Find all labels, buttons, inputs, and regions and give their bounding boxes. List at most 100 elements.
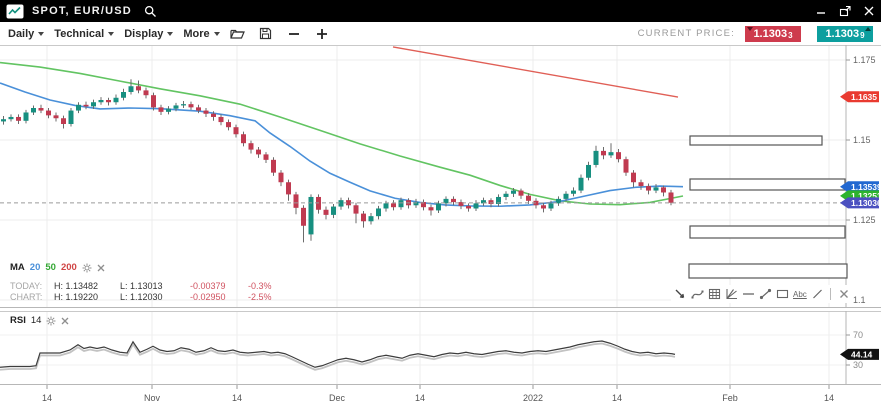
candle-down	[646, 186, 651, 191]
candle-up	[443, 198, 449, 204]
candle-down	[143, 90, 149, 96]
down-arrow-icon	[747, 26, 753, 31]
today-change-pct: -0.3%	[248, 281, 272, 291]
candle-down	[353, 205, 359, 214]
caret-down-icon	[167, 31, 174, 36]
date-tick-label: 14	[42, 393, 52, 403]
candle-down	[601, 150, 606, 156]
menu-daily[interactable]: Daily	[8, 28, 45, 40]
toolbar: Daily Technical Display More CURRENT PRI…	[0, 22, 881, 45]
candle-down	[226, 122, 231, 128]
draw-text-icon[interactable]: Abc	[793, 289, 807, 299]
candle-down	[458, 202, 464, 206]
drawing-toolbar: Abc	[671, 285, 853, 303]
main-price-chart-canvas[interactable]: 1.175 1.15 1.125 1.1 1.1635 1.135391.132531.1…	[0, 45, 881, 311]
ma20-period: 20	[29, 262, 41, 273]
chart-change: -0.02950	[190, 292, 226, 302]
rsi-legend-name: RSI	[10, 315, 26, 326]
menu-technical-label: Technical	[54, 27, 105, 40]
draw-cursor-icon[interactable]	[673, 286, 687, 302]
save-icon[interactable]	[256, 24, 276, 44]
candle-down	[451, 198, 456, 203]
date-tick-label: Nov	[144, 393, 161, 403]
zoom-out-icon[interactable]	[284, 24, 304, 44]
candle-down	[346, 200, 351, 206]
annotation-rectangle[interactable]	[688, 263, 848, 279]
candle-down	[158, 107, 164, 112]
trendline[interactable]	[392, 46, 679, 98]
candle-up	[503, 193, 509, 197]
close-button[interactable]	[857, 0, 881, 22]
candle-down	[256, 149, 261, 155]
search-icon[interactable]	[144, 5, 157, 18]
menu-technical[interactable]: Technical	[54, 27, 115, 40]
close-drawing-toolbar-icon[interactable]	[837, 286, 851, 302]
rsi-remove-icon[interactable]	[61, 317, 69, 325]
candle-up	[308, 196, 314, 235]
candle-up	[331, 206, 336, 215]
candle-up	[338, 200, 344, 207]
minimize-button[interactable]	[809, 0, 833, 22]
candle-up	[563, 193, 569, 199]
bid-price-subdigit: 3	[788, 31, 793, 40]
candle-down	[286, 182, 291, 195]
date-axis: 14 Nov 14 Dec 14 2022 14 Feb 14	[42, 385, 834, 403]
date-tick-label: 2022	[523, 393, 543, 403]
bid-price-badge: 1.1303 3	[745, 25, 801, 42]
draw-horizontal-line-icon[interactable]	[741, 286, 755, 302]
candle-down	[623, 159, 629, 173]
popout-button[interactable]	[833, 0, 857, 22]
candle-down	[151, 95, 156, 108]
draw-rectangle-icon[interactable]	[775, 286, 789, 302]
annotation-rectangle[interactable]	[689, 225, 846, 239]
rsi-line[interactable]	[0, 340, 676, 368]
ma50-line[interactable]	[0, 82, 684, 208]
zoom-in-icon[interactable]	[312, 24, 332, 44]
price-tick-label: 1.1	[853, 295, 866, 305]
draw-line-icon[interactable]	[811, 286, 825, 302]
candle-up	[548, 203, 554, 209]
menu-more-label: More	[183, 27, 210, 40]
ma200-period: 200	[60, 262, 77, 273]
annotation-rectangle[interactable]	[689, 178, 846, 191]
candle-down	[83, 104, 89, 107]
annotation-rectangle[interactable]	[689, 135, 823, 146]
ma-remove-icon[interactable]	[97, 264, 105, 272]
rsi-indicator-legend: RSI 14	[10, 315, 69, 326]
titlebar: SPOT, EUR/USD	[0, 0, 881, 22]
candle-up	[571, 190, 576, 194]
candle-down	[391, 203, 396, 208]
ma-settings-gear-icon[interactable]	[82, 263, 92, 273]
rsi-settings-gear-icon[interactable]	[46, 316, 56, 326]
chart-change-pct: -2.5%	[248, 292, 272, 302]
candle-up	[1, 119, 6, 122]
candle-down	[638, 182, 644, 187]
draw-fib-grid-icon[interactable]	[707, 286, 721, 302]
candle-up	[173, 105, 179, 109]
app-logo-icon	[6, 4, 24, 19]
rsi-tick-label: 70	[853, 330, 863, 340]
draw-trendline-icon[interactable]	[758, 286, 772, 302]
candle-down	[46, 110, 51, 116]
candle-up	[496, 196, 501, 204]
candle-up	[511, 190, 516, 194]
date-tick-label: Feb	[722, 393, 738, 403]
price-tick-label: 1.15	[853, 135, 871, 145]
candlestick-series[interactable]	[1, 79, 674, 243]
candle-up	[68, 110, 74, 124]
candle-down	[466, 205, 471, 209]
candle-up	[383, 203, 389, 209]
draw-gann-fan-icon[interactable]	[724, 286, 738, 302]
today-label: TODAY:	[10, 281, 43, 291]
ma200-line[interactable]	[0, 61, 684, 206]
open-folder-icon[interactable]	[228, 24, 248, 44]
draw-curve-icon[interactable]	[690, 286, 704, 302]
ask-price-badge: 1.1303 9	[817, 25, 873, 42]
candle-down	[541, 205, 546, 209]
candle-down	[136, 86, 141, 91]
menu-more[interactable]: More	[183, 27, 220, 40]
menu-display[interactable]: Display	[124, 28, 174, 40]
rsi-value-badge	[840, 348, 879, 360]
candle-up	[121, 92, 126, 98]
